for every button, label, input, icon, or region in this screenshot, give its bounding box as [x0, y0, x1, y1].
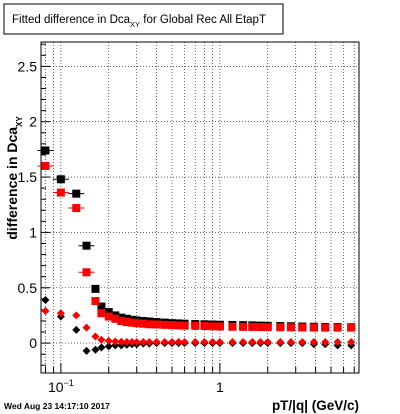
data-point-series-3	[122, 338, 131, 346]
plot-frame	[40, 41, 360, 374]
y-tick-label: 2.5	[18, 58, 38, 74]
data-point-series-2	[82, 346, 91, 355]
data-point-series-3	[127, 338, 136, 346]
data-point-series-1	[347, 323, 356, 332]
data-point-series-0	[91, 284, 100, 293]
data-point-series-2	[72, 325, 81, 334]
data-point-series-3	[256, 338, 265, 346]
chart-title-suffix: for Global Rec All EtapT	[140, 14, 266, 26]
data-point-series-3	[239, 338, 248, 346]
y-axis-label-main: difference in Dca	[4, 127, 20, 240]
data-point-series-3	[215, 338, 224, 346]
data-point-series-3	[200, 338, 209, 346]
data-point-series-3	[117, 337, 126, 346]
data-point-series-1	[111, 314, 120, 323]
y-tick-label: 2	[29, 114, 37, 130]
data-point-series-3	[228, 338, 237, 346]
data-point-series-3	[180, 338, 189, 346]
data-point-series-3	[286, 338, 295, 346]
data-point-series-3	[139, 338, 148, 346]
data-point-series-1	[228, 322, 237, 331]
data-point-series-2	[91, 345, 100, 354]
chart-title: Fitted difference in DcaXY for Global Re…	[12, 14, 266, 29]
data-point-series-3	[321, 338, 330, 346]
data-point-series-3	[168, 338, 176, 346]
data-point-series-3	[298, 338, 307, 346]
y-axis-label: difference in DcaXY	[4, 116, 24, 240]
data-point-series-1	[152, 320, 161, 329]
y-tick-label: 1	[29, 224, 37, 240]
grid-layer	[41, 42, 359, 373]
data-point-series-1	[276, 323, 285, 332]
y-tick-label: 1.5	[18, 169, 38, 185]
x-axis-label: pT/|q| (GeV/c)	[272, 398, 359, 413]
data-point-series-2	[41, 295, 50, 304]
data-point-series-1	[117, 316, 126, 325]
data-point-series-3	[104, 336, 113, 345]
data-point-series-1	[286, 323, 295, 332]
data-point-series-3	[191, 338, 200, 346]
chart-title-subscript: XY	[130, 20, 140, 29]
data-point-series-1	[180, 321, 189, 330]
data-point-series-1	[208, 322, 217, 331]
chart-title-box: Fitted difference in DcaXY for Global Re…	[3, 3, 284, 35]
data-point-series-3	[91, 332, 100, 341]
data-point-series-1	[139, 319, 148, 328]
data-point-series-1	[248, 322, 257, 331]
data-point-series-3	[97, 335, 106, 344]
data-point-series-0	[97, 302, 106, 311]
data-point-series-1	[256, 323, 265, 332]
data-point-series-1	[174, 321, 183, 330]
data-point-series-1	[321, 323, 330, 332]
data-point-series-3	[132, 338, 141, 346]
data-point-series-1	[168, 321, 176, 330]
data-point-series-3	[145, 338, 154, 346]
data-point-series-1	[160, 320, 169, 329]
data-point-series-3	[309, 338, 318, 346]
data-point-series-1	[239, 322, 248, 331]
data-point-series-3	[248, 338, 257, 346]
data-point-series-3	[56, 309, 65, 318]
y-tick-label: 0.5	[18, 280, 38, 296]
data-point-series-1	[91, 297, 100, 306]
data-point-series-2	[104, 342, 113, 351]
data-point-series-1	[333, 323, 342, 332]
data-point-series-1	[145, 320, 154, 329]
timestamp-footer: Wed Aug 23 14:17:10 2017	[4, 401, 110, 411]
data-point-series-1	[122, 318, 131, 327]
data-point-series-3	[333, 338, 342, 346]
data-point-series-1	[191, 321, 200, 330]
data-point-series-1	[127, 318, 136, 327]
data-point-series-1	[132, 319, 141, 328]
data-point-series-1	[298, 323, 307, 332]
data-point-series-3	[208, 338, 217, 346]
data-point-series-1	[309, 323, 318, 332]
data-point-series-3	[174, 338, 183, 346]
data-point-series-3	[72, 311, 81, 320]
y-tick-label: 0	[29, 335, 37, 351]
x-tick-label: 10−1	[48, 378, 74, 395]
data-point-series-3	[276, 338, 285, 346]
data-point-series-1	[97, 309, 106, 318]
data-point-series-0	[104, 308, 113, 317]
y-axis-label-subscript: XY	[15, 116, 24, 127]
data-point-series-1	[104, 312, 113, 321]
chart-title-main: Fitted difference in Dca	[12, 14, 131, 26]
x-tick-label: 1	[216, 379, 224, 395]
data-point-series-3	[41, 307, 50, 316]
marker-layer	[37, 146, 356, 355]
data-point-series-1	[263, 323, 272, 332]
data-point-series-3	[347, 338, 356, 346]
data-point-series-2	[97, 343, 106, 352]
data-point-series-3	[160, 338, 169, 346]
data-point-series-3	[82, 323, 91, 332]
data-point-series-3	[263, 338, 272, 346]
data-point-series-1	[215, 322, 224, 331]
data-point-series-1	[200, 322, 209, 331]
data-point-series-3	[111, 337, 120, 346]
data-point-series-3	[152, 338, 161, 346]
